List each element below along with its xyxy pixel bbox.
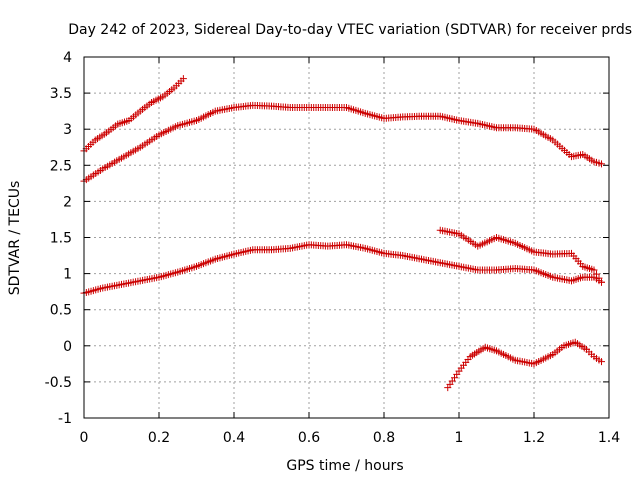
x-axis-label: GPS time / hours	[286, 458, 403, 474]
x-tick-label: 0.8	[373, 430, 395, 446]
y-tick-label: -0.5	[45, 375, 72, 391]
y-tick-label: 1	[63, 267, 72, 283]
data-point	[598, 358, 605, 366]
y-tick-label: 2.5	[50, 158, 72, 174]
x-tick-label: 1.4	[598, 430, 620, 446]
data-point	[598, 160, 605, 168]
data-point	[179, 75, 187, 83]
data-series-3	[80, 241, 605, 297]
x-tick-label: 1	[455, 430, 464, 446]
y-tick-label: 0.5	[50, 303, 72, 319]
y-tick-label: 2	[63, 194, 72, 210]
x-tick-label: 0.4	[223, 430, 245, 446]
data-series-4	[436, 226, 605, 286]
data-point	[590, 266, 598, 274]
y-tick-label: 1.5	[50, 231, 72, 247]
data-point	[593, 270, 600, 278]
data-series-1	[80, 75, 187, 155]
y-tick-label: 0	[63, 339, 72, 355]
data-series-2	[80, 101, 605, 185]
y-axis-label: SDTVAR / TECUs	[7, 181, 23, 296]
x-tick-label: 0	[80, 430, 89, 446]
axes: 0 0.2 0.4 0.6 0.8 1 1.2 1.4 -1 -0.5 0 0.5 1 1.5 2 2.5 3 3…	[45, 50, 621, 446]
data-series-5	[444, 338, 605, 392]
data-point	[598, 278, 605, 286]
y-tick-label: 3	[63, 122, 72, 138]
y-tick-label: 4	[63, 50, 72, 66]
x-tick-label: 1.2	[523, 430, 545, 446]
x-tick-label: 0.6	[298, 430, 320, 446]
data-point	[595, 274, 603, 282]
series-layer	[80, 75, 605, 392]
y-tick-label: 3.5	[50, 86, 72, 102]
x-tick-label: 0.2	[148, 430, 170, 446]
y-tick-label: -1	[58, 411, 72, 427]
chart-title: Day 242 of 2023, Sidereal Day-to-day VTE…	[68, 22, 632, 38]
